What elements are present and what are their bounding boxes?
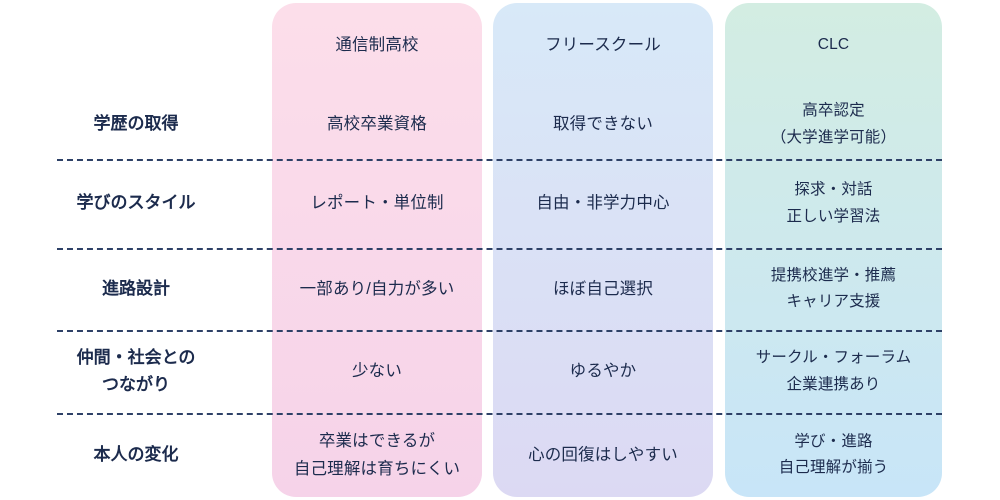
row-label-credentials: 学歴の取得 [93, 114, 179, 134]
table-cell: 卒業はできるが 自己理解は育ちにくい [293, 431, 461, 478]
table-cell: 高卒認定 （大学進学可能） [770, 102, 897, 146]
table-cell: 自由・非学力中心 [536, 194, 670, 213]
table-cell: ほぼ自己選択 [553, 279, 653, 298]
row-label-social-connection: 仲間・社会との つながり [76, 348, 196, 394]
table-row: 進路設計 一部あり/自力が多い ほぼ自己選択 提携校進学・推薦 キャリア支援 [0, 248, 1000, 330]
row-divider [57, 159, 942, 161]
table-cell: レポート・単位制 [310, 194, 444, 213]
table-cell: サークル・フォーラム 企業連携あり [755, 349, 912, 393]
row-label-career-planning: 進路設計 [102, 278, 170, 298]
row-divider [57, 330, 942, 332]
table-cell: 一部あり/自力が多い [299, 279, 455, 298]
column-header-free-school: フリースクール [545, 35, 661, 54]
row-divider [57, 248, 942, 250]
table-cell: 探求・対話 正しい学習法 [786, 181, 881, 225]
row-label-learning-style: 学びのスタイル [76, 193, 196, 213]
row-divider [57, 413, 942, 415]
table-cell: 心の回復はしやすい [528, 445, 678, 464]
row-label-personal-change: 本人の変化 [93, 444, 179, 464]
table-cell: 学び・進路 自己理解が揃う [778, 432, 889, 476]
table-cell: 取得できない [553, 115, 653, 134]
table-row: 学歴の取得 高校卒業資格 取得できない 高卒認定 （大学進学可能） [0, 90, 1000, 159]
table-row: 仲間・社会との つながり 少ない ゆるやか サークル・フォーラム 企業連携あり [0, 330, 1000, 413]
column-header-correspondence-school: 通信制高校 [335, 35, 419, 54]
table-cell: 提携校進学・推薦 キャリア支援 [770, 266, 897, 310]
header-row: 通信制高校 フリースクール CLC [0, 0, 1000, 90]
table-cell: 少ない [352, 362, 402, 381]
table-row: 学びのスタイル レポート・単位制 自由・非学力中心 探求・対話 正しい学習法 [0, 159, 1000, 248]
table-cell: 高校卒業資格 [327, 115, 427, 134]
table-cell: ゆるやか [569, 362, 637, 381]
header-spacer [0, 0, 272, 90]
table-row: 本人の変化 卒業はできるが 自己理解は育ちにくい 心の回復はしやすい 学び・進路… [0, 413, 1000, 497]
column-header-clc: CLC [817, 35, 850, 53]
